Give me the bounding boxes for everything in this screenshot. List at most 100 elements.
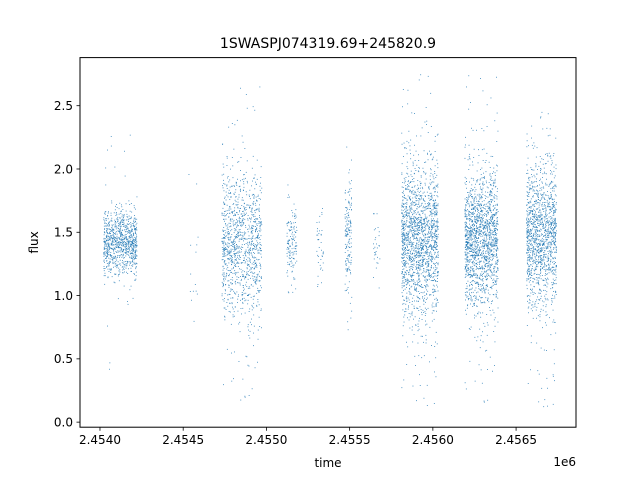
data-point (429, 223, 431, 225)
data-point (420, 286, 421, 287)
data-point (347, 212, 349, 214)
data-point (402, 242, 404, 244)
data-point (403, 220, 405, 222)
data-point (104, 275, 106, 277)
data-point (406, 166, 408, 168)
data-point (433, 245, 435, 247)
data-point (407, 188, 409, 190)
data-point (469, 360, 471, 362)
data-point (419, 306, 421, 308)
data-point (402, 271, 403, 273)
data-point (237, 266, 239, 267)
data-point (244, 300, 246, 302)
data-point (253, 243, 255, 244)
data-point (134, 217, 136, 219)
data-point (428, 202, 430, 203)
data-point (482, 210, 484, 212)
data-point (472, 247, 474, 249)
data-point (247, 246, 249, 248)
data-point (287, 251, 289, 253)
data-point (471, 213, 473, 215)
data-point (404, 212, 406, 213)
data-point (107, 235, 109, 237)
data-point (405, 243, 407, 245)
data-point (258, 237, 259, 239)
data-point (411, 181, 413, 182)
data-point (435, 191, 436, 193)
data-point (120, 226, 121, 228)
data-point (259, 216, 260, 218)
data-point (251, 214, 253, 216)
data-point (401, 173, 403, 175)
data-point (126, 228, 128, 230)
data-point (291, 284, 292, 286)
data-point (250, 228, 252, 230)
data-point (417, 326, 419, 327)
data-point (419, 317, 420, 319)
data-point (413, 255, 415, 257)
data-point (486, 285, 488, 287)
data-point (412, 202, 414, 204)
data-point (251, 252, 252, 254)
data-point (481, 211, 483, 213)
data-point (491, 272, 493, 274)
data-point (122, 250, 124, 252)
data-point (410, 220, 412, 221)
data-point (414, 288, 416, 290)
data-point (109, 247, 111, 248)
data-point (134, 244, 136, 245)
data-point (222, 272, 224, 274)
data-point (350, 263, 352, 265)
data-point (477, 275, 478, 277)
data-point (249, 337, 251, 339)
data-point (428, 226, 430, 228)
data-point (495, 271, 497, 273)
data-point (480, 302, 482, 304)
data-point (427, 285, 429, 287)
data-point (374, 254, 376, 256)
data-point (240, 308, 242, 309)
data-point (287, 222, 289, 224)
data-point (229, 193, 231, 194)
data-point (253, 177, 254, 179)
data-point (425, 287, 427, 289)
data-point (413, 305, 415, 307)
data-point (405, 239, 407, 241)
data-point (135, 229, 137, 231)
data-point (431, 181, 433, 183)
data-point (467, 256, 469, 258)
data-point (433, 218, 434, 220)
data-point (236, 212, 237, 213)
data-point (497, 269, 499, 271)
data-point (424, 277, 426, 279)
data-point (106, 257, 107, 259)
data-point (122, 253, 124, 255)
data-point (434, 275, 436, 277)
data-point (229, 254, 231, 256)
data-point (252, 257, 254, 258)
data-point (407, 103, 409, 105)
data-point (430, 260, 432, 261)
data-point (295, 216, 297, 218)
data-point (475, 265, 477, 267)
data-point (414, 253, 415, 255)
data-point (489, 191, 491, 193)
data-point (128, 237, 130, 239)
data-point (482, 206, 484, 208)
data-point (122, 245, 124, 247)
data-point (426, 120, 428, 122)
data-point (406, 364, 408, 365)
data-point (409, 273, 411, 275)
data-point (239, 222, 240, 224)
data-point (225, 284, 226, 286)
data-point (493, 269, 495, 271)
data-point (110, 136, 112, 137)
data-point (256, 228, 257, 229)
data-point (436, 211, 438, 213)
data-point (122, 224, 123, 225)
data-point (410, 246, 412, 248)
data-point (234, 185, 235, 187)
data-point (241, 237, 243, 239)
data-point (255, 245, 257, 247)
data-point (480, 243, 481, 244)
